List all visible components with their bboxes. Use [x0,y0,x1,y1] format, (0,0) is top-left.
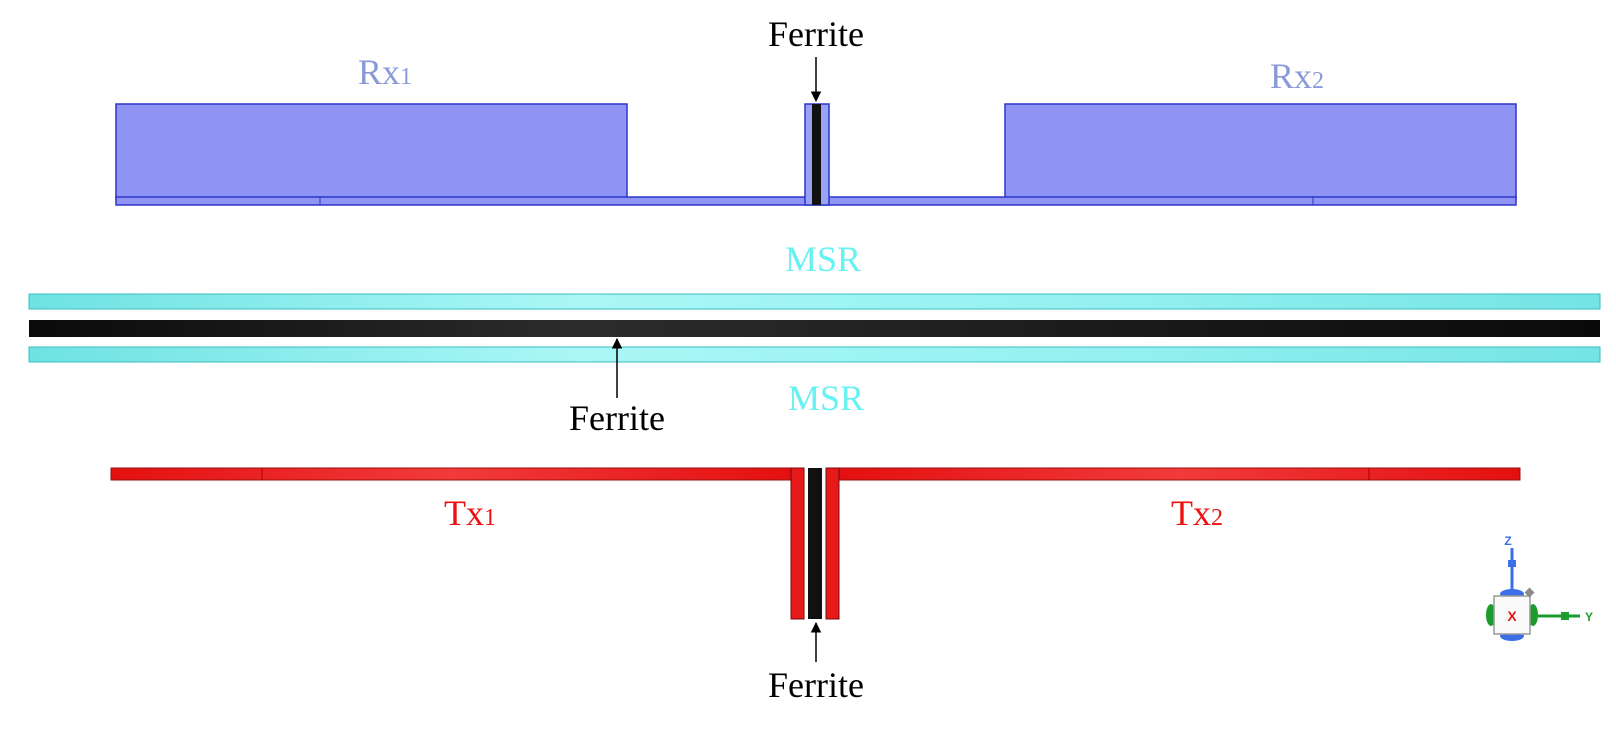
z-axis-knob [1508,560,1516,567]
tx2-label: Tx2 [1171,493,1223,533]
gizmo-cube [1493,595,1531,635]
msr-bottom-label: MSR [788,378,864,418]
msr-bottom-plate [28,346,1601,363]
z-axis-label: Z [1504,534,1511,548]
y-axis-label: Y [1585,610,1593,624]
rx2-label: Rx2 [1270,56,1324,96]
rx1-label: Rx1 [358,52,412,92]
rx2-block [1004,103,1517,200]
msr-top-plate [28,293,1601,310]
tx1-bar [110,467,792,481]
ferrite-sheet [29,320,1600,337]
tx-center-ferrite [808,468,822,619]
tx-assembly [110,467,1521,620]
tx-right-leg [825,467,840,620]
ferrite-bottom-label: Ferrite [768,665,864,705]
rx-center-ferrite [812,104,821,205]
msr-top-label: MSR [785,239,861,279]
tx1-label: Tx1 [444,493,496,533]
rx-assembly [115,103,1517,206]
y-axis-knob [1561,612,1569,620]
axis-triad[interactable]: Z X Y [1486,534,1593,641]
gizmo-corner-handle [1524,587,1535,598]
ferrite-top-label: Ferrite [768,14,864,54]
x-axis-label: X [1507,608,1517,624]
ferrite-mid-label: Ferrite [569,398,665,438]
tx-left-leg [790,467,805,620]
tx2-bar [838,467,1521,481]
rx1-block [115,103,628,200]
